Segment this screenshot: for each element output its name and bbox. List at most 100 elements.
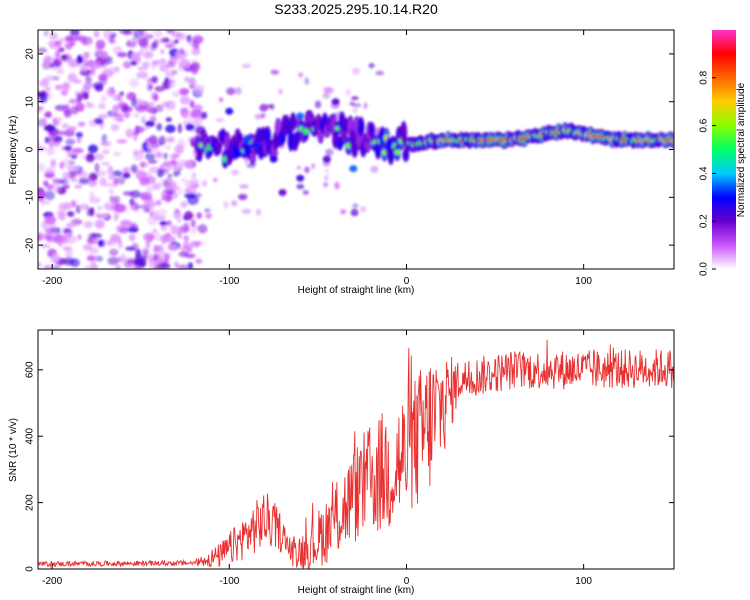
heatmap-cell-657 [324, 168, 330, 174]
snr-ytick-label: 600 [25, 361, 36, 378]
heatmap-cell-294 [81, 92, 89, 100]
heatmap-cell-620 [84, 101, 93, 109]
heatmap-cell-272 [45, 86, 51, 92]
heatmap-cell-279 [99, 177, 107, 186]
heatmap-cell-356 [160, 49, 165, 54]
heatmap-cell-724 [205, 213, 213, 219]
heatmap-cell-278 [103, 182, 115, 187]
heatmap-cell-358 [177, 166, 183, 171]
heatmap-cell-346 [75, 170, 88, 178]
heatmap-cell-545 [66, 211, 75, 217]
heatmap-cell-4 [78, 177, 90, 185]
heatmap-cell-542 [45, 184, 54, 190]
heatmap-cell-417 [190, 219, 196, 228]
spectrogram-xtick-label: -100 [219, 276, 239, 287]
heatmap-cell-509 [39, 200, 51, 206]
heatmap-cell-609 [113, 203, 126, 213]
heatmap-cell-954 [400, 123, 407, 142]
heatmap-cell-359 [152, 30, 163, 38]
heatmap-cell-641 [98, 73, 108, 82]
heatmap-cell-563 [70, 200, 77, 208]
heatmap-cell-245 [38, 262, 42, 268]
colorbar-label: Normalized spectral amplitude [736, 82, 747, 217]
heatmap-cell-584 [143, 207, 151, 213]
heatmap-cell-211 [101, 161, 111, 166]
heatmap-cell-686 [254, 113, 263, 120]
heatmap-cell-2 [165, 220, 172, 226]
heatmap-cell-548 [43, 124, 56, 132]
heatmap-cell-382 [160, 234, 168, 244]
heatmap-cell-83 [174, 261, 179, 268]
heatmap-cell-544 [153, 245, 158, 254]
heatmap-cell-496 [156, 168, 164, 178]
heatmap-cell-157 [123, 111, 131, 119]
heatmap-cell-242 [122, 167, 131, 175]
heatmap-cell-296 [46, 147, 55, 156]
heatmap-cell-370 [64, 42, 73, 50]
heatmap-cell-484 [83, 61, 92, 67]
snr-ylabel: SNR (10 * v/v) [8, 418, 19, 482]
heatmap-cell-125 [129, 78, 139, 88]
heatmap-cell-284 [193, 117, 204, 126]
heatmap-cell-638 [45, 167, 56, 174]
spectrogram-xtick-label: 0 [404, 276, 410, 287]
heatmap-cell-627 [150, 62, 156, 71]
heatmap-cell-618 [65, 222, 77, 228]
heatmap-cell-220 [109, 195, 115, 204]
heatmap-cell-614 [159, 220, 167, 226]
heatmap-cell-585 [185, 123, 195, 131]
heatmap-cell-443 [153, 253, 159, 260]
heatmap-cell-604 [148, 135, 158, 145]
heatmap-cell-571 [166, 30, 175, 34]
heatmap-cell-625 [90, 174, 98, 180]
snr-xtick-label: 0 [404, 576, 410, 587]
heatmap-cell-386 [45, 75, 56, 82]
spectrogram-xtick-label: -200 [42, 276, 62, 287]
heatmap-cell-532 [132, 55, 141, 63]
heatmap-cell-813 [264, 128, 271, 144]
heatmap-cell-613 [77, 121, 86, 127]
heatmap-cell-355 [133, 112, 140, 118]
heatmap-cell-410 [131, 97, 138, 107]
heatmap-cell-1321 [322, 155, 331, 163]
heatmap-cell-468 [99, 50, 109, 59]
heatmap-cell-477 [45, 92, 53, 100]
heatmap-cell-188 [146, 185, 153, 196]
heatmap-cell-580 [119, 30, 131, 35]
heatmap-cell-695 [238, 193, 248, 201]
heatmap-cell-460 [74, 35, 87, 41]
heatmap-cell-712 [215, 118, 225, 123]
heatmap-cell-411 [165, 235, 176, 244]
heatmap-cell-640 [117, 238, 123, 249]
heatmap-cell-377 [152, 228, 157, 234]
snr-ytick-label: 400 [25, 427, 36, 444]
heatmap-cell-621 [174, 39, 179, 44]
heatmap-cell-906 [358, 119, 365, 135]
heatmap-cell-344 [79, 203, 89, 210]
heatmap-cell-45 [138, 49, 144, 56]
heatmap-cell-539 [191, 172, 197, 179]
heatmap-cell-204 [171, 225, 180, 235]
heatmap-cell-199 [177, 264, 190, 269]
heatmap-cell-392 [104, 56, 113, 65]
heatmap-cell-441 [146, 82, 154, 92]
heatmap-cell-322 [54, 84, 64, 90]
heatmap-cell-497 [106, 87, 117, 97]
heatmap-cell-538 [40, 117, 47, 127]
heatmap-cell-607 [67, 61, 79, 68]
heatmap-cell-581 [100, 213, 109, 219]
heatmap-cell-82 [93, 153, 105, 161]
heatmap-cell-70 [158, 58, 167, 64]
heatmap-cell-487 [88, 246, 99, 255]
heatmap-cell-682 [241, 208, 252, 214]
heatmap-cell-628 [190, 178, 199, 184]
heatmap-cell-837 [290, 114, 297, 129]
heatmap-cell-578 [118, 226, 128, 234]
heatmap-cell-851 [302, 127, 309, 135]
heatmap-cell-203 [107, 257, 119, 265]
heatmap-cell-502 [125, 92, 135, 101]
heatmap-cell-629 [82, 53, 90, 60]
heatmap-cell-357 [108, 39, 116, 44]
heatmap-cell-646 [83, 265, 96, 269]
heatmap-cell-1320 [305, 122, 314, 130]
